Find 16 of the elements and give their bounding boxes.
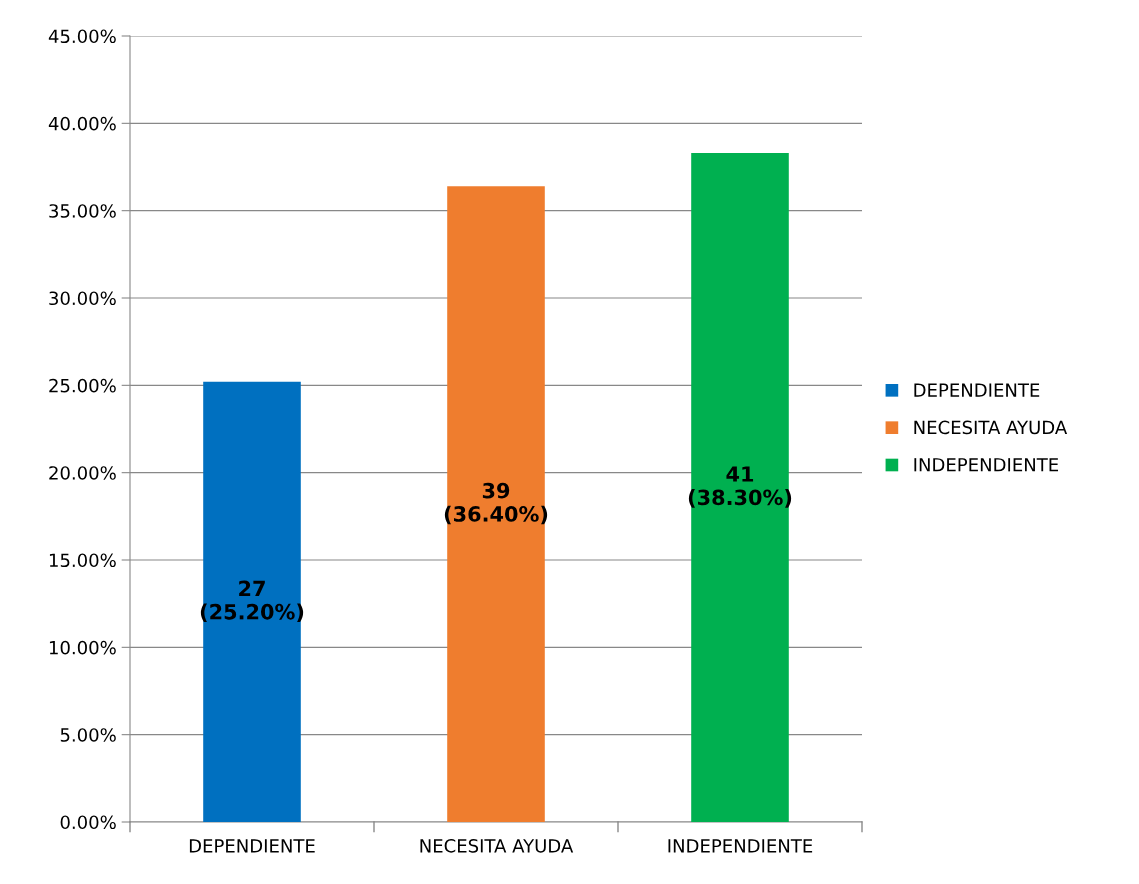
legend-label: DEPENDIENTE xyxy=(914,383,1040,397)
y-tick-label: 20.00% xyxy=(49,466,116,480)
y-tick-label: 0.00% xyxy=(60,815,116,830)
y-tick-label: 40.00% xyxy=(48,116,116,131)
y-tick-label: 35.00% xyxy=(49,204,116,218)
legend-label: NECESITA AYUDA xyxy=(914,420,1068,435)
legend-label: INDEPENDIENTE xyxy=(914,458,1059,472)
y-tick-label: 25.00% xyxy=(49,378,116,393)
y-tick-label: 30.00% xyxy=(49,291,116,306)
y-tick-label: 5.00% xyxy=(60,728,116,742)
y-tick-label: 45.00% xyxy=(48,29,116,44)
x-tick-label: INDEPENDIENTE xyxy=(668,839,813,853)
y-tick-label: 15.00% xyxy=(49,553,116,568)
x-tick-label: DEPENDIENTE xyxy=(189,839,315,853)
x-tick-label: NECESITA AYUDA xyxy=(420,838,574,853)
y-tick-label: 10.00% xyxy=(49,640,116,655)
